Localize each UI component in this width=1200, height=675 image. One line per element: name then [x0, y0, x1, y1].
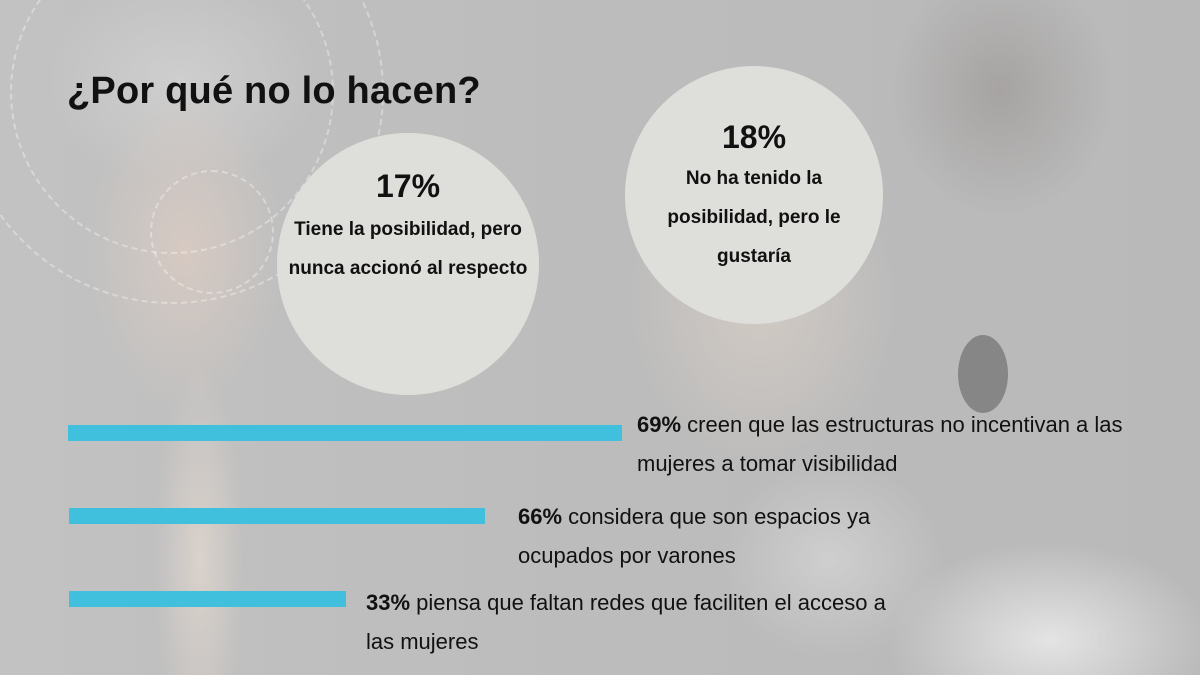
page-title: ¿Por qué no lo hacen? — [67, 70, 481, 112]
bar-percent: 69% — [637, 412, 682, 437]
stat-label: No ha tenido la posibilidad, pero le gus… — [667, 168, 841, 267]
bar-label-33: 33% piensa que faltan redes que facilite… — [366, 583, 906, 661]
bar-69 — [68, 425, 622, 441]
bar-description: piensa que faltan redes que faciliten el… — [366, 590, 886, 654]
bar-percent: 33% — [366, 590, 411, 615]
bar-description: considera que son espacios ya ocupados p… — [518, 504, 871, 568]
stat-label: Tiene la posibilidad, pero nunca accionó… — [288, 219, 528, 279]
stat-bubble-17: 17% Tiene la posibilidad, pero nunca acc… — [277, 133, 539, 395]
earring-decoration — [958, 335, 1008, 413]
bar-66 — [69, 508, 485, 524]
bar-percent: 66% — [518, 504, 563, 529]
bar-label-69: 69% creen que las estructuras no incenti… — [637, 405, 1187, 483]
bar-33 — [69, 591, 346, 607]
stat-percent: 17% — [375, 168, 441, 204]
stat-bubble-18: 18% No ha tenido la posibilidad, pero le… — [625, 66, 883, 324]
stat-percent: 18% — [721, 119, 787, 155]
bar-label-66: 66% considera que son espacios ya ocupad… — [518, 497, 958, 575]
hud-ring-decoration — [150, 170, 274, 294]
bar-description: creen que las estructuras no incentivan … — [637, 412, 1123, 476]
